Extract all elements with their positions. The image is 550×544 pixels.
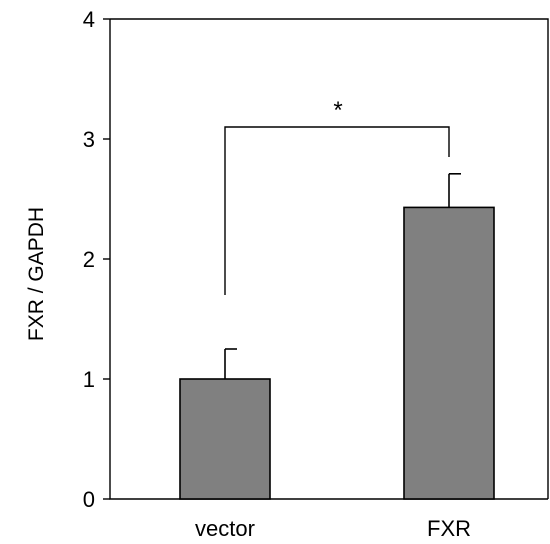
y-tick-label-3: 3 <box>83 127 95 152</box>
bar-vector <box>179 378 271 500</box>
x-tick-label-vector: vector <box>195 516 255 541</box>
y-tick-label-4: 4 <box>83 7 95 32</box>
y-tick-label-0: 0 <box>83 487 95 512</box>
bar-FXR <box>403 206 495 500</box>
significance-label: * <box>333 97 342 124</box>
x-tick-label-FXR: FXR <box>427 516 471 541</box>
y-tick-label-1: 1 <box>83 367 95 392</box>
significance-bracket <box>224 126 450 295</box>
y-tick-label-2: 2 <box>83 247 95 272</box>
y-axis-label: FXR / GAPDH <box>25 207 48 341</box>
plot-area: 0 1 2 3 4 vector FXR <box>83 7 549 541</box>
